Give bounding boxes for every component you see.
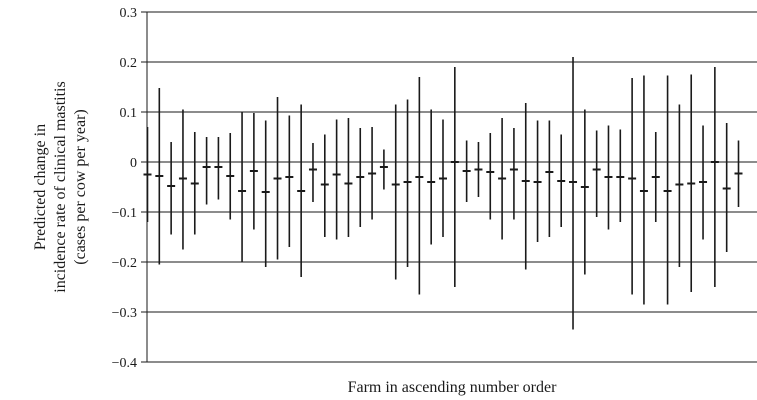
error-bar — [332, 119, 341, 240]
error-bar — [651, 132, 660, 222]
error-bar — [722, 123, 731, 252]
error-bar — [628, 78, 637, 295]
y-axis-label-line: incidence rate of clinical mastitis — [52, 81, 69, 292]
error-bar — [190, 132, 199, 235]
error-bar — [308, 143, 317, 202]
y-tick-labels: 0.3 0.2 0.1 0 −0.1 −0.2 −0.3 −0.4 — [112, 6, 137, 371]
error-bar — [616, 129, 625, 222]
error-bar — [202, 137, 211, 205]
error-bar — [155, 88, 164, 265]
y-tick-label: 0.3 — [120, 6, 138, 21]
error-bar — [178, 109, 187, 250]
y-tick-label: −0.4 — [112, 356, 137, 371]
error-bar — [486, 133, 495, 220]
gridlines — [147, 11, 757, 363]
error-bar — [675, 104, 684, 267]
error-bar — [427, 109, 436, 245]
error-bar — [699, 125, 708, 240]
error-bar — [569, 57, 578, 330]
error-bar — [439, 119, 447, 237]
error-bar — [285, 115, 294, 247]
error-bar — [734, 140, 743, 207]
error-bars — [143, 57, 743, 330]
y-tick-label: −0.2 — [112, 256, 137, 271]
y-tick-label: 0.1 — [120, 106, 138, 121]
x-axis-label: Farm in ascending number order — [348, 379, 558, 396]
error-bar — [474, 142, 483, 197]
error-bar — [545, 120, 554, 237]
y-axis — [141, 11, 148, 363]
error-bar — [639, 75, 648, 305]
error-bar — [379, 149, 388, 190]
error-bar — [557, 134, 566, 227]
error-bar — [533, 120, 542, 242]
error-bar — [273, 97, 282, 260]
y-axis-label: Predicted change in incidence rate of cli… — [32, 81, 89, 292]
error-bar — [415, 77, 424, 295]
y-axis-label-line: Predicted change in — [32, 124, 49, 250]
error-bar — [710, 67, 719, 287]
error-bar — [320, 134, 329, 237]
y-axis-label-line: (cases per cow per year) — [72, 109, 89, 264]
error-bar — [403, 99, 412, 267]
error-bar — [498, 118, 507, 240]
y-tick-label: 0.2 — [120, 56, 138, 71]
error-bar — [261, 120, 270, 267]
error-bar — [167, 142, 176, 235]
y-tick-label: −0.1 — [112, 206, 137, 221]
error-bar — [344, 118, 353, 237]
error-bar — [521, 103, 530, 270]
y-tick-label: 0 — [130, 156, 137, 171]
error-bar — [604, 125, 613, 230]
error-bar — [509, 128, 518, 220]
y-tick-label: −0.3 — [112, 306, 137, 321]
error-bar — [687, 74, 696, 292]
error-bar — [663, 75, 672, 305]
error-bar — [450, 67, 459, 287]
error-bar — [580, 109, 589, 275]
error-bar — [592, 130, 601, 217]
error-bar — [391, 104, 400, 280]
error-bar — [368, 127, 377, 220]
error-bar — [143, 127, 152, 222]
error-bar — [356, 128, 365, 227]
error-bar — [297, 104, 306, 277]
error-bar — [226, 133, 235, 220]
error-bar — [249, 113, 258, 230]
error-bar — [238, 112, 247, 262]
error-bar — [214, 137, 223, 200]
error-bar — [462, 140, 471, 202]
